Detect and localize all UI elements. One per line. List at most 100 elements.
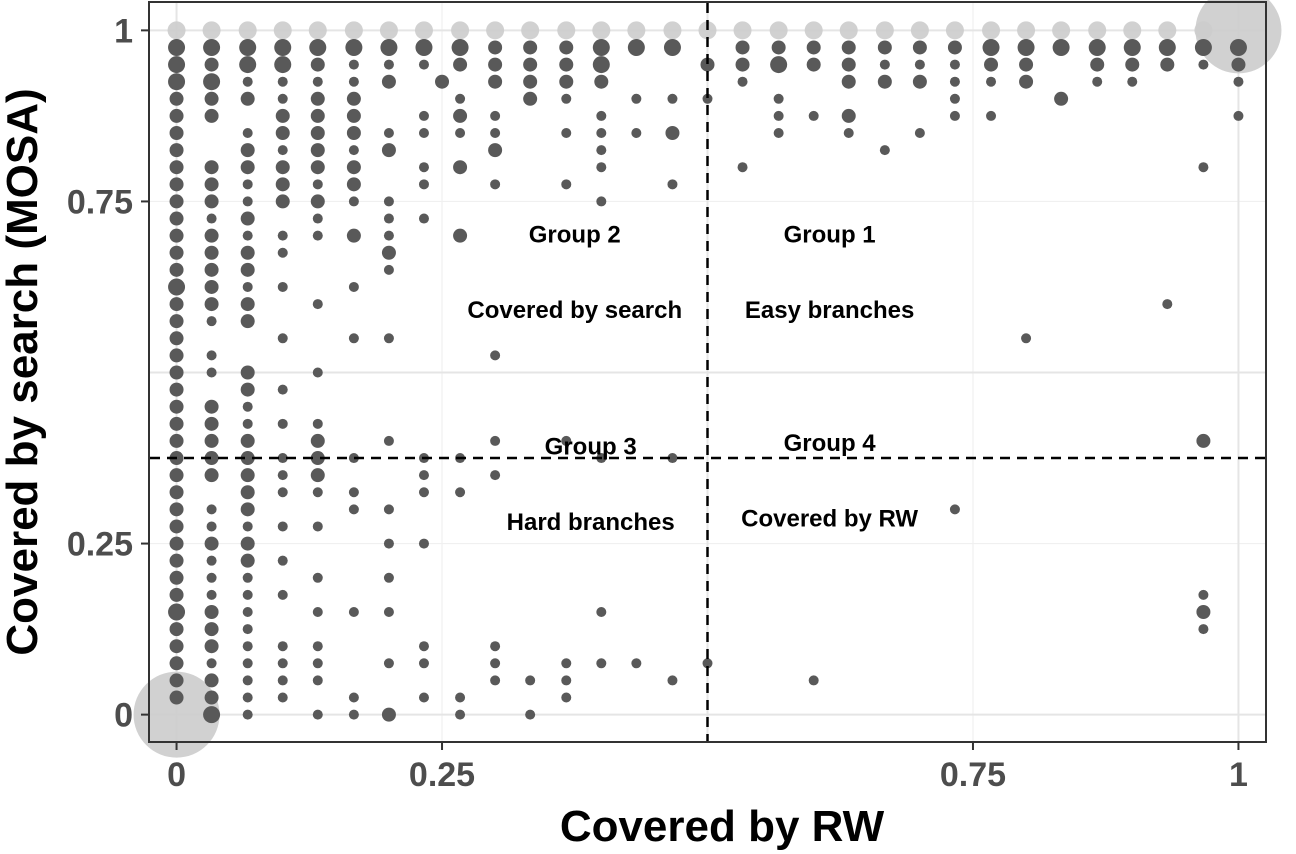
data-point xyxy=(592,56,610,74)
data-point xyxy=(770,56,788,74)
data-point xyxy=(841,40,856,55)
data-point xyxy=(206,572,217,583)
data-point xyxy=(348,281,359,292)
data-point xyxy=(346,108,361,123)
data-point xyxy=(769,21,788,40)
data-point xyxy=(312,76,323,87)
data-point xyxy=(914,128,925,139)
data-point xyxy=(1196,433,1211,448)
data-point xyxy=(596,196,607,207)
data-point xyxy=(275,126,290,141)
y-tick-label: 0 xyxy=(114,697,133,735)
data-point xyxy=(418,641,429,652)
data-point xyxy=(275,194,290,209)
data-point xyxy=(169,433,184,448)
data-point xyxy=(204,91,219,106)
data-point xyxy=(169,485,184,500)
data-point xyxy=(310,143,325,158)
data-point xyxy=(277,418,288,429)
data-point xyxy=(310,194,325,209)
data-point xyxy=(238,21,257,40)
data-point xyxy=(169,194,184,209)
data-point xyxy=(380,38,398,56)
data-point xyxy=(309,38,327,56)
data-point xyxy=(592,21,611,40)
data-point xyxy=(204,262,219,277)
data-point xyxy=(912,40,927,55)
data-point xyxy=(169,160,184,175)
data-point xyxy=(277,93,288,104)
data-point xyxy=(488,40,503,55)
data-point xyxy=(490,128,501,139)
data-point xyxy=(169,365,184,380)
data-point xyxy=(381,245,396,260)
data-point xyxy=(418,658,429,669)
data-point xyxy=(169,553,184,568)
data-point xyxy=(348,453,359,464)
data-point xyxy=(312,367,323,378)
data-point xyxy=(312,709,323,720)
data-point xyxy=(202,21,221,40)
data-point xyxy=(206,213,217,224)
data-point xyxy=(310,451,325,466)
y-axis-title: Covered by search (MOSA) xyxy=(0,88,47,655)
data-point xyxy=(875,21,894,40)
data-point xyxy=(310,108,325,123)
data-point xyxy=(663,38,681,56)
data-point xyxy=(240,468,255,483)
data-point xyxy=(310,91,325,106)
data-point xyxy=(204,673,219,688)
threshold-lines xyxy=(150,3,1265,742)
data-point xyxy=(346,160,361,175)
data-point xyxy=(383,606,394,617)
data-point xyxy=(169,570,184,585)
data-point xyxy=(488,74,503,89)
data-point xyxy=(242,658,253,669)
x-tick-label: 1 xyxy=(1229,756,1248,794)
y-axis-ticks: 0 0.25 0.75 1 xyxy=(67,12,149,735)
data-point xyxy=(1194,38,1212,56)
data-point xyxy=(561,93,572,104)
data-point xyxy=(310,433,325,448)
data-point xyxy=(910,21,929,40)
data-point xyxy=(982,21,1001,40)
data-point xyxy=(169,262,184,277)
data-point xyxy=(204,228,219,243)
data-point xyxy=(455,487,466,498)
data-point xyxy=(700,57,715,72)
data-point xyxy=(169,177,184,192)
data-point xyxy=(490,110,501,121)
data-point xyxy=(242,624,253,635)
data-point xyxy=(169,519,184,534)
data-point xyxy=(312,179,323,190)
data-point xyxy=(240,451,255,466)
data-point xyxy=(242,572,253,583)
data-point xyxy=(240,262,255,277)
data-point xyxy=(169,108,184,123)
data-point xyxy=(240,211,255,226)
data-point xyxy=(1019,74,1034,89)
data-point xyxy=(240,502,255,517)
data-point xyxy=(204,160,219,175)
data-point xyxy=(206,589,217,600)
data-point xyxy=(169,622,184,637)
data-point xyxy=(168,603,186,621)
data-point xyxy=(277,247,288,258)
data-point xyxy=(240,314,255,329)
data-point xyxy=(596,606,607,617)
data-point xyxy=(982,38,1000,56)
data-point xyxy=(277,145,288,156)
data-point xyxy=(240,485,255,500)
data-point xyxy=(242,709,253,720)
data-point xyxy=(418,487,429,498)
data-point xyxy=(596,145,607,156)
data-point xyxy=(240,245,255,260)
data-point xyxy=(945,21,964,40)
data-point xyxy=(947,40,962,55)
data-point xyxy=(525,709,536,720)
data-point xyxy=(561,179,572,190)
data-point xyxy=(490,658,501,669)
data-point xyxy=(1123,38,1141,56)
data-point xyxy=(418,213,429,224)
data-point xyxy=(737,76,748,87)
